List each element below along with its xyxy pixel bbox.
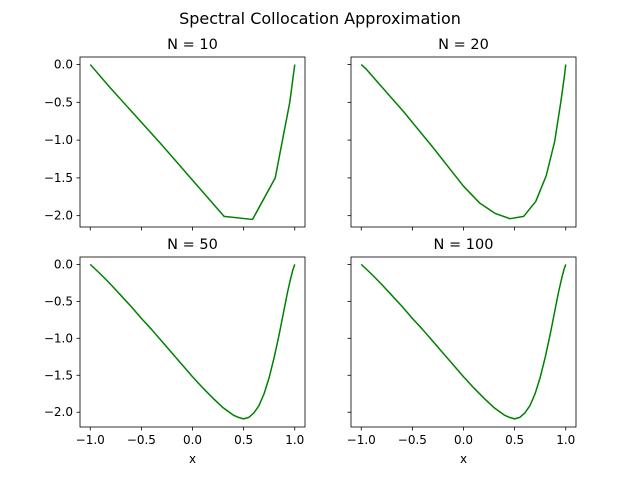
subplots: N = 10 0.0 −0.5 −1.0 −1.5 −2.0 N = 20 N = 50 −1.… — [44, 37, 577, 466]
x-tick-label: 0.5 — [505, 433, 524, 447]
subplot-2: N = 20 — [347, 37, 577, 231]
figure-title: Spectral Collocation Approximation — [179, 9, 461, 28]
x-tick-label: −0.5 — [127, 433, 156, 447]
series-line — [360, 263, 567, 420]
y-tick-label: −0.5 — [44, 95, 73, 109]
series-line — [89, 64, 296, 221]
subplot-4: N = 100 −1.0 −0.5 0.0 0.5 1.0 x — [347, 237, 577, 466]
x-tick-label: −0.5 — [398, 433, 427, 447]
y-tick-label: −1.5 — [44, 368, 73, 382]
x-axis-label: x — [460, 452, 467, 466]
x-tick-label: −1.0 — [76, 433, 105, 447]
subplot-title: N = 10 — [167, 37, 218, 53]
x-tick-label: 0.0 — [454, 433, 473, 447]
y-tick-label: −1.0 — [44, 133, 73, 147]
y-tick-label: −2.0 — [44, 405, 73, 419]
subplot-3: N = 50 −1.0 −0.5 0.0 0.5 1.0 0.0 −0.5 −1.0 −1.5 −2… — [44, 237, 306, 466]
subplot-title: N = 100 — [434, 237, 494, 253]
x-tick-label: 1.0 — [556, 433, 575, 447]
subplot-title: N = 50 — [167, 237, 218, 253]
y-tick-label: −1.0 — [44, 331, 73, 345]
y-tick-label: −0.5 — [44, 294, 73, 308]
series-line — [360, 64, 567, 220]
x-tick-label: 0.0 — [183, 433, 202, 447]
y-tick-label: 0.0 — [54, 257, 73, 271]
x-tick-label: 0.5 — [234, 433, 253, 447]
y-tick-label: −1.5 — [44, 171, 73, 185]
y-tick-label: 0.0 — [54, 58, 73, 72]
y-tick-label: −2.0 — [44, 209, 73, 223]
series-line — [89, 263, 296, 420]
subplot-1: N = 10 0.0 −0.5 −1.0 −1.5 −2.0 — [44, 37, 306, 231]
x-axis-label: x — [189, 452, 196, 466]
x-tick-label: 1.0 — [285, 433, 304, 447]
x-tick-label: −1.0 — [347, 433, 376, 447]
subplot-title: N = 20 — [438, 37, 489, 53]
